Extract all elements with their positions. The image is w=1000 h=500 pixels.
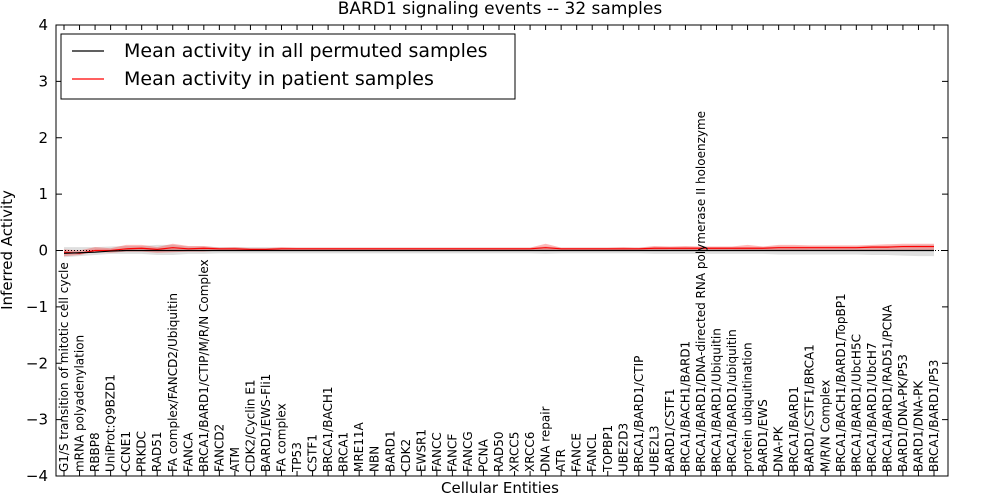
x-category-label: MRE11A [352,421,366,472]
x-category-label: mRNA polyadenylation [73,335,87,472]
x-category-label: FANCD2 [212,424,226,472]
x-category-label: PCNA [476,438,490,472]
x-category-label: protein ubiquitination [741,342,755,472]
x-category-label: FANCA [181,432,195,472]
chart-title: BARD1 signaling events -- 32 samples [338,0,663,19]
y-axis-title: Inferred Activity [0,190,16,310]
x-category-label: G1/S transition of mitotic cell cycle [57,262,71,472]
y-tick-label: −2 [26,354,48,372]
x-category-label: BARD1/DNA-PK [911,380,925,472]
x-category-label: BARD1/EWS-Fli1 [259,374,273,472]
x-category-label: NBN [368,446,382,472]
x-category-label: RAD51 [150,431,164,472]
x-category-label: BRCA1/BARD1/CTIP/M/R/N Complex [197,259,211,472]
x-category-label: BARD1/EWS [756,399,770,472]
x-category-label: CDK2 [399,439,413,472]
x-category-label: TOPBP1 [601,425,615,473]
x-category-label: FA complex/FANCD2/Ubiquitin [166,293,180,472]
x-category-label: CSTF1 [306,434,320,472]
y-tick-label: 1 [38,185,48,203]
x-category-label: BRCA1/BARD1/P53 [927,360,941,472]
x-category-label: RAD50 [492,431,506,472]
x-category-label: BARD1/CSTF1/BRCA1 [803,344,817,472]
x-category-label: BARD1/CSTF1 [663,388,677,472]
x-category-label: ATR [554,449,568,472]
legend-label-patient: Mean activity in patient samples [124,68,434,90]
x-category-label: ATM [228,447,242,472]
x-category-label: XRCC6 [523,432,537,472]
x-category-label: UBE2D3 [616,423,630,472]
x-category-label: BRCA1/BARD1/ubiquitin [725,329,739,472]
x-category-label: BRCA1/BARD1 [787,386,801,472]
x-category-label: FANCC [430,432,444,472]
x-category-label: BARD1/DNA-PK/P53 [896,354,910,472]
y-tick-label: −4 [26,467,48,485]
x-category-label: TP53 [290,442,304,473]
x-category-label: BRCA1/BACH1 [321,386,335,472]
y-tick-label: 4 [38,16,48,34]
legend: Mean activity in all permuted samples Me… [60,33,516,100]
x-category-label: BRCA1/BACH1/BARD1 [678,341,692,472]
x-category-label: DNA-PK [772,425,786,472]
x-category-label: BRCA1/BACH1/BARD1/TopBP1 [834,293,848,472]
x-category-label: CCNE1 [119,431,133,472]
x-category-label: XRCC5 [508,432,522,472]
x-category-label: BRCA1 [337,432,351,472]
x-category-label: EWSR1 [414,429,428,472]
x-category-label: PRKDC [135,431,149,472]
x-category-label: FA complex [275,403,289,472]
y-tick-label: 3 [38,72,48,90]
x-category-label: BRCA1/BARD1/RAD51/PCNA [880,304,894,472]
y-tick-label: −1 [26,298,48,316]
x-category-label: FANCE [570,433,584,472]
x-category-label: UniProt:Q9BZD1 [104,374,118,472]
legend-label-permuted: Mean activity in all permuted samples [124,40,487,62]
y-tick-label: 0 [38,242,48,260]
x-category-label: FANCF [445,434,459,472]
x-category-label: CDK2/Cyclin E1 [243,379,257,472]
y-tick-label: −3 [26,411,48,429]
x-category-label: BRCA1/BARD1/DNA-directed RNA polymerase … [694,111,708,472]
y-tick-label: 2 [38,129,48,147]
x-category-label: DNA repair [539,406,553,472]
x-axis-title: Cellular Entities [441,479,559,497]
x-category-label: UBE2L3 [647,425,661,472]
x-category-label: BRCA1/BARD1/Ubiquitin [710,328,724,472]
permuted-mean-line [63,249,934,254]
x-category-label: FANCL [585,434,599,472]
x-category-label: FANCG [461,431,475,472]
x-category-label: BARD1 [383,430,397,472]
x-category-label: BRCA1/BARD1/UbcH5C [849,334,863,472]
x-category-label: BRCA1/BARD1/UbcH7 [865,342,879,472]
legend-box [60,33,516,100]
x-category-label: M/R/N Complex [818,380,832,472]
x-category-label: BRCA1/BARD1/CTIP [632,356,646,472]
patient-mean-line [63,245,934,254]
x-category-label: RBBP8 [88,432,102,472]
